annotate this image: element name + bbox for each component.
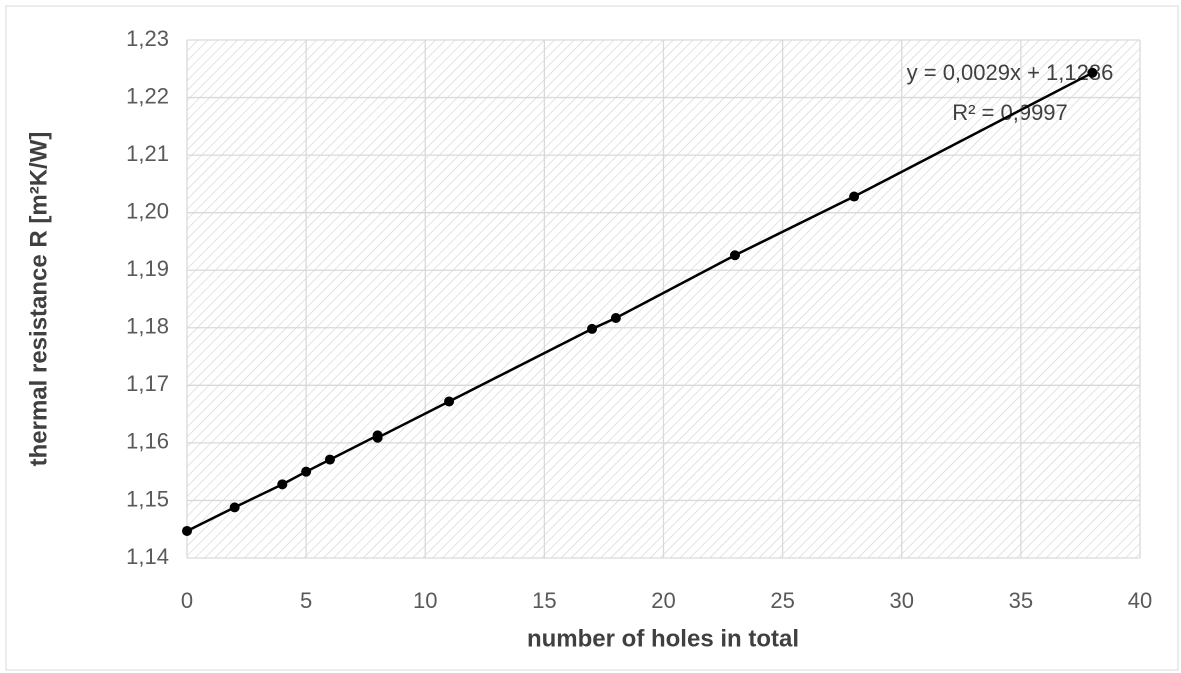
y-tick-label: 1,17 <box>126 371 169 396</box>
x-tick-label: 25 <box>770 588 794 613</box>
x-tick-label: 30 <box>890 588 914 613</box>
y-tick-label: 1,18 <box>126 314 169 339</box>
x-tick-label: 5 <box>300 588 312 613</box>
x-tick-label: 40 <box>1128 588 1152 613</box>
x-tick-label: 15 <box>532 588 556 613</box>
y-axis-title: thermal resistance R [m²K/W] <box>25 132 52 467</box>
y-tick-label: 1,22 <box>126 83 169 108</box>
x-axis-title: number of holes in total <box>527 625 799 652</box>
point <box>277 479 288 490</box>
x-tick-label: 10 <box>413 588 437 613</box>
x-tick-label: 20 <box>651 588 675 613</box>
y-tick-label: 1,15 <box>126 486 169 511</box>
y-tick-label: 1,20 <box>126 198 169 223</box>
annotation: y = 0,0029x + 1,1286 <box>907 60 1114 85</box>
y-tick-label: 1,19 <box>126 256 169 281</box>
y-tick-label: 1,14 <box>126 544 169 569</box>
point <box>372 432 383 443</box>
point <box>301 466 312 477</box>
point <box>1087 67 1098 78</box>
point <box>182 525 192 536</box>
point <box>849 191 860 202</box>
point <box>729 250 740 261</box>
point <box>324 454 335 465</box>
point <box>444 396 455 407</box>
point <box>229 502 240 513</box>
y-tick-label: 1,23 <box>126 26 169 51</box>
x-tick-label: 0 <box>181 588 193 613</box>
y-tick-label: 1,21 <box>126 141 169 166</box>
annotation: R² = 0,9997 <box>952 100 1068 125</box>
x-tick-label: 35 <box>1009 588 1033 613</box>
point <box>587 323 598 334</box>
y-tick-label: 1,16 <box>126 429 169 454</box>
point <box>610 312 621 323</box>
